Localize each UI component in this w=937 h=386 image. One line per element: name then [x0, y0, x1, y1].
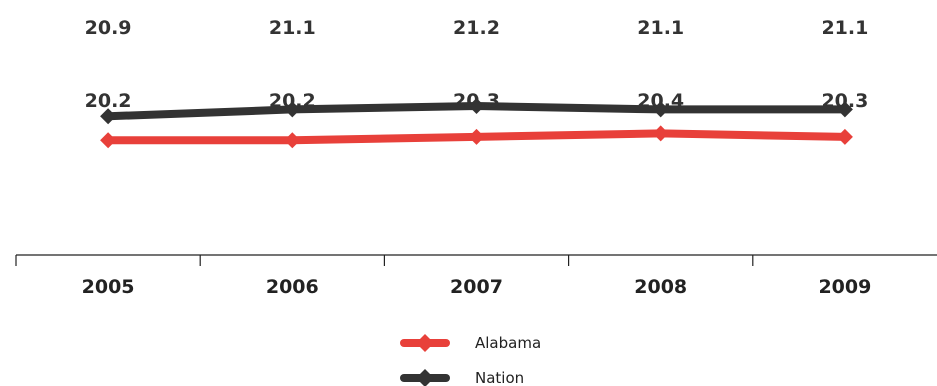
plot-area	[100, 98, 853, 149]
data-labels: 20.9 21.1 21.2 21.1 21.1 20.2 20.2 20.3 20.4 20.3	[85, 17, 869, 112]
nation-data-label: 21.1	[269, 17, 316, 39]
nation-legend-marker	[416, 369, 434, 386]
nation-data-label: 21.1	[637, 17, 684, 39]
nation-point-marker	[468, 98, 485, 114]
alabama-data-label: 20.4	[637, 90, 684, 112]
alabama-point-marker	[284, 132, 301, 149]
x-axis: 2005 2006 2007 2008 2009	[15, 254, 937, 298]
nation-point-marker	[284, 101, 301, 118]
x-tick-label: 2008	[634, 276, 687, 298]
alabama-data-label: 20.2	[269, 90, 316, 112]
nation-point-marker	[100, 108, 117, 125]
nation-point-marker	[652, 101, 669, 118]
alabama-data-label: 20.3	[821, 90, 868, 112]
alabama-data-label: 20.2	[85, 90, 132, 112]
x-tick-label: 2009	[818, 276, 871, 298]
alabama-point-marker	[468, 128, 485, 145]
x-tick-label: 2007	[450, 276, 503, 298]
nation-data-label: 21.2	[453, 17, 500, 39]
nation-legend-label: Nation	[475, 369, 524, 386]
alabama-legend-marker	[416, 334, 434, 352]
alabama-point-marker	[836, 128, 853, 145]
alabama-point-marker	[100, 132, 117, 149]
nation-data-label: 21.1	[821, 17, 868, 39]
alabama-point-marker	[652, 125, 669, 142]
alabama-data-label: 20.3	[453, 90, 500, 112]
legend: Alabama Nation	[400, 334, 541, 386]
nation-data-label: 20.9	[85, 17, 132, 39]
nation-point-marker	[836, 101, 853, 118]
x-tick-label: 2005	[82, 276, 135, 298]
x-tick-label: 2006	[266, 276, 319, 298]
alabama-legend-label: Alabama	[475, 334, 541, 352]
